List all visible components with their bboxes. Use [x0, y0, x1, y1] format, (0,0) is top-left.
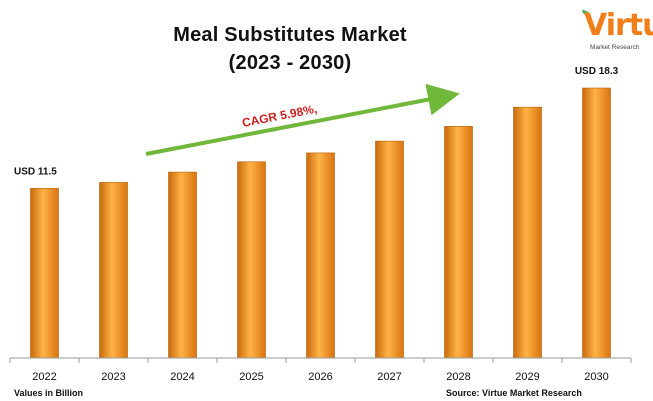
source-note: Source: Virtue Market Research: [446, 388, 582, 398]
x-tick-label: 2027: [377, 371, 401, 383]
logo-subtitle: Market Research: [590, 44, 640, 51]
units-note: Values in Billion: [14, 388, 84, 398]
x-tick-label: 2030: [584, 371, 608, 383]
x-tick-label: 2029: [515, 371, 539, 383]
leaf-icon: [582, 10, 590, 16]
bar-2022: [30, 188, 59, 359]
bar-2023: [99, 182, 128, 359]
x-tick-label: 2022: [32, 371, 56, 383]
cagr-arrow: [145, 83, 460, 156]
bar-2029: [513, 106, 542, 359]
last-value-label: USD 18.3: [575, 66, 619, 77]
first-value-label: USD 11.5: [14, 166, 57, 177]
chart-subtitle: (2023 - 2030): [228, 52, 352, 74]
cagr-label: CAGR 5.98%,: [241, 102, 318, 130]
bar-2024: [168, 171, 197, 359]
bar-2030: [582, 87, 611, 359]
virtue-logo: Virtue Market Research: [578, 8, 653, 56]
x-tick-label: 2026: [308, 371, 332, 383]
logo-text: Virtue: [584, 8, 653, 43]
x-tick-label: 2028: [446, 371, 470, 383]
bar-2026: [306, 152, 335, 359]
bar-2028: [444, 126, 473, 359]
chart-title: Meal Substitutes Market: [173, 24, 407, 46]
x-tick-label: 2024: [170, 371, 194, 383]
x-tick-label: 2025: [239, 371, 263, 383]
x-tick-label: 2023: [101, 371, 125, 383]
bar-2025: [237, 161, 266, 359]
bar-2027: [375, 140, 404, 359]
